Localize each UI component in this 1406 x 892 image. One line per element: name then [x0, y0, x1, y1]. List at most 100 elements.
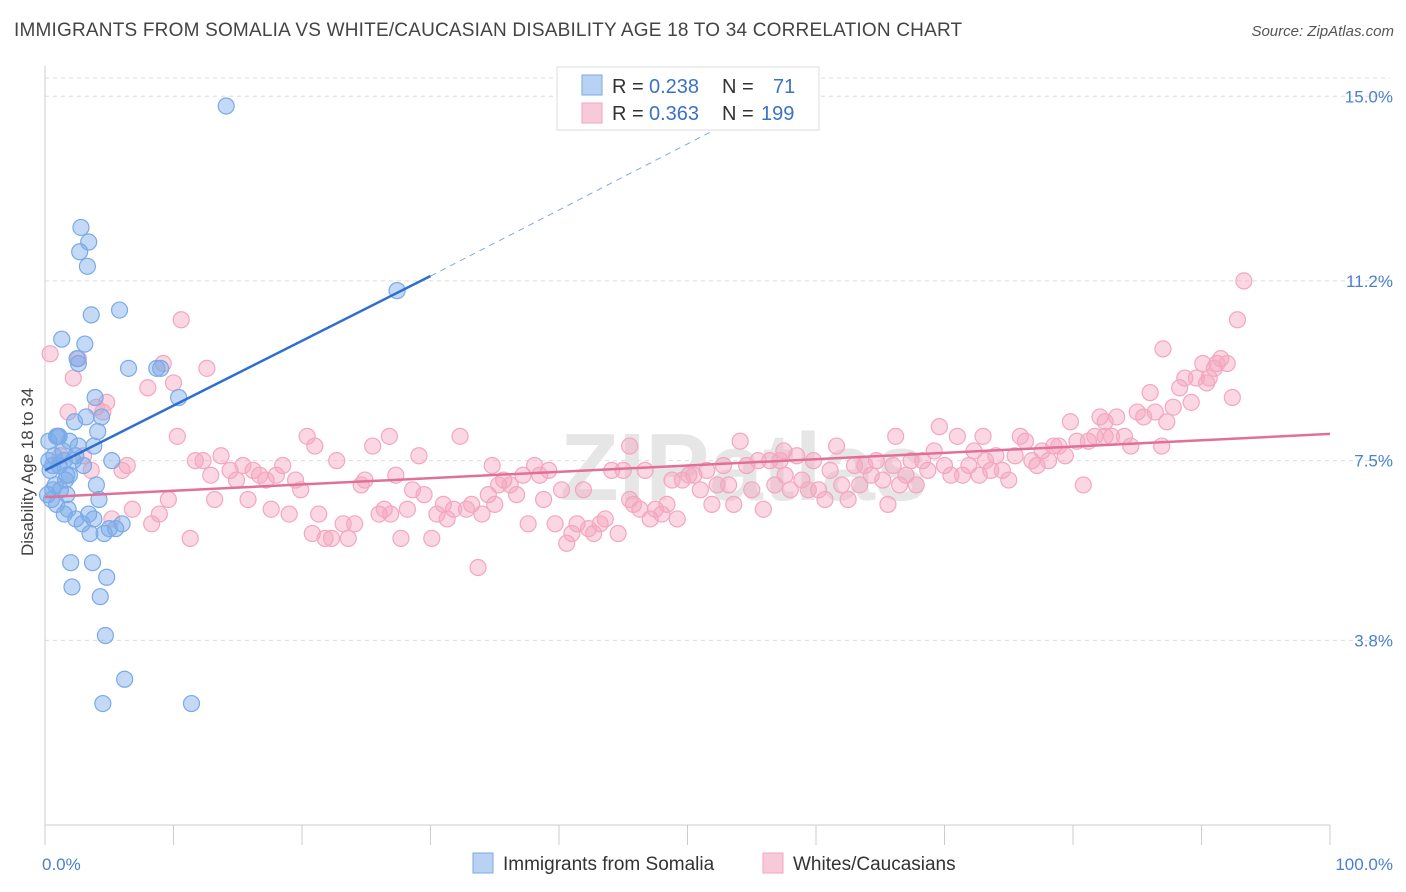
top-legend: R = 0.238 N = 71 R = 0.363 N = 199	[556, 66, 820, 131]
data-point	[267, 466, 285, 484]
legend-r-label: R =	[612, 76, 644, 98]
data-point	[428, 505, 446, 523]
trend-line	[44, 432, 1331, 499]
data-point	[563, 524, 581, 543]
data-point	[1146, 403, 1164, 421]
data-point	[64, 369, 82, 387]
data-point	[280, 505, 298, 523]
bottom-legend-label-whites: Whites/Caucasians	[793, 854, 956, 875]
data-point	[306, 437, 324, 455]
data-point	[658, 495, 676, 513]
data-point	[890, 476, 909, 494]
data-point	[714, 456, 733, 475]
data-point	[119, 359, 138, 377]
data-point	[793, 471, 811, 489]
data-point	[227, 471, 246, 489]
data-point	[152, 359, 170, 377]
data-point	[59, 403, 77, 421]
data-point	[78, 257, 97, 275]
y-tick-label: 3.8%	[1354, 631, 1393, 650]
legend-r-whites: 0.363	[649, 103, 699, 125]
data-point	[172, 311, 190, 329]
data-point	[668, 510, 686, 528]
data-point	[1011, 427, 1029, 445]
data-point	[1091, 408, 1109, 426]
watermark: ZIPatlas	[560, 414, 928, 521]
data-point	[685, 466, 703, 484]
data-point	[148, 359, 166, 377]
data-point	[653, 505, 671, 523]
y-tick-label: 11.2%	[1346, 272, 1393, 291]
data-point	[1228, 311, 1247, 329]
axes	[44, 66, 1331, 845]
y-tick-label: 15.0%	[1345, 87, 1393, 106]
data-point	[415, 486, 433, 504]
data-point	[621, 437, 639, 455]
data-point	[887, 427, 905, 445]
x-ticks: 0.0% 100.0%	[42, 855, 1393, 874]
data-point	[574, 481, 593, 499]
data-point	[1208, 354, 1226, 373]
trend-line	[44, 274, 432, 472]
data-point	[94, 694, 112, 713]
data-point	[1153, 437, 1171, 455]
legend-n-somalia: 71	[773, 76, 795, 98]
data-point	[743, 481, 761, 499]
data-point	[725, 495, 743, 513]
data-point	[469, 558, 487, 577]
data-point	[775, 442, 793, 460]
data-point	[53, 330, 71, 348]
data-point	[150, 505, 168, 523]
bottom-legend-swatch-whites	[762, 852, 784, 874]
data-point	[103, 452, 121, 470]
data-point	[691, 481, 709, 499]
data-point	[609, 524, 627, 543]
data-point	[257, 471, 275, 489]
data-point	[884, 456, 902, 475]
data-point	[451, 427, 469, 445]
data-point	[159, 490, 177, 509]
bottom-legend-swatch-somalia	[472, 852, 494, 874]
data-point	[164, 374, 183, 392]
x-tick-label: 100.0%	[1335, 855, 1393, 874]
data-point	[76, 335, 94, 353]
data-point	[168, 427, 186, 445]
data-point	[41, 345, 59, 363]
data-point	[194, 452, 212, 470]
data-point	[198, 359, 216, 377]
data-point	[907, 476, 925, 494]
x-tick-label: 0.0%	[42, 855, 81, 874]
data-point	[310, 505, 328, 523]
data-point	[874, 471, 892, 489]
data-point	[1074, 476, 1092, 494]
data-point	[596, 510, 614, 528]
data-point	[60, 432, 79, 450]
legend-swatch-somalia	[581, 74, 603, 96]
data-point	[234, 456, 252, 475]
data-point	[91, 588, 109, 606]
data-point	[879, 495, 897, 513]
data-point	[1223, 388, 1241, 407]
series-immigrants-from-somalia	[38, 97, 406, 713]
data-point	[781, 481, 799, 499]
data-point	[118, 456, 136, 475]
data-point	[1141, 384, 1159, 402]
data-point	[552, 481, 571, 499]
data-point	[591, 515, 609, 533]
data-point	[540, 461, 558, 479]
data-point	[754, 500, 772, 518]
data-point	[680, 466, 698, 484]
data-point	[636, 461, 654, 479]
data-point	[1205, 359, 1223, 377]
bottom-legend: Immigrants from Somalia Whites/Caucasian…	[472, 852, 956, 875]
data-point	[98, 568, 116, 586]
data-point	[585, 524, 603, 543]
data-point	[63, 578, 81, 596]
data-point	[58, 466, 76, 484]
data-point	[221, 461, 239, 479]
data-point	[398, 500, 416, 518]
legend-r-label-2: R =	[612, 103, 644, 125]
data-point	[89, 422, 107, 441]
series-layer	[38, 97, 1253, 713]
data-point	[703, 495, 721, 513]
